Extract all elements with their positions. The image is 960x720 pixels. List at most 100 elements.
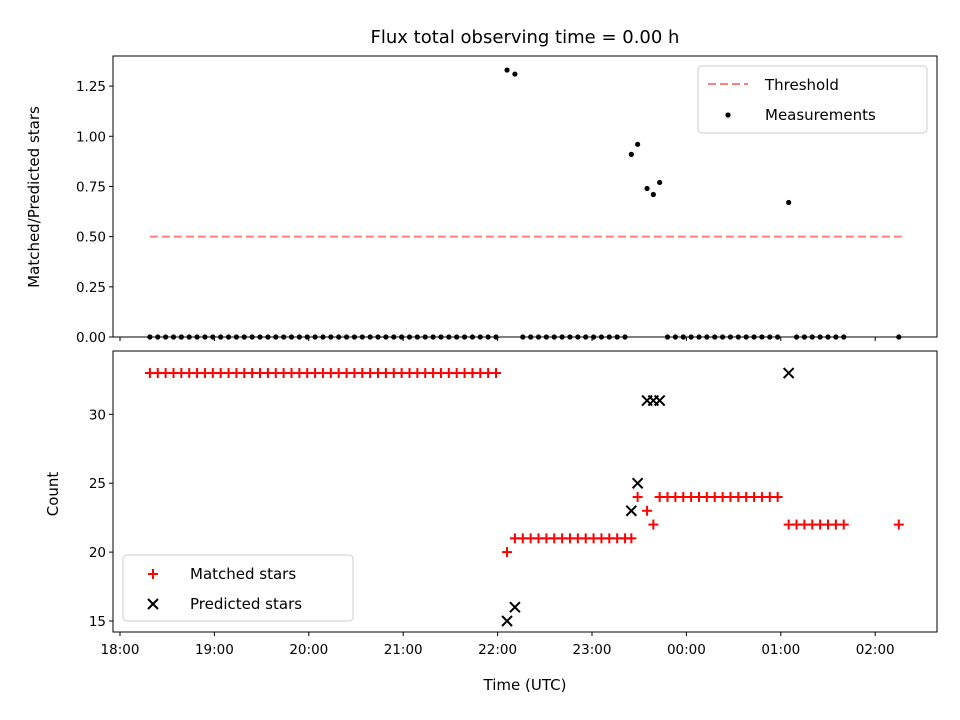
predicted-star-point xyxy=(631,477,644,489)
measurement-point xyxy=(399,334,405,340)
measurement-point xyxy=(696,334,702,340)
x-axis-label: Time (UTC) xyxy=(483,676,567,694)
y-tick-label: 1.25 xyxy=(76,79,106,95)
measurement-point xyxy=(265,334,271,340)
measurement-point xyxy=(438,334,444,340)
legend-frame xyxy=(122,554,354,622)
cross-stroke-b xyxy=(631,477,644,489)
cross-stroke-b xyxy=(653,394,666,407)
y-tick-label: 0.75 xyxy=(76,179,106,195)
legend-bottom: Matched stars Predicted stars xyxy=(122,554,354,622)
measurement-point xyxy=(751,334,757,340)
measurement-point xyxy=(163,334,169,340)
measurement-point xyxy=(155,334,161,340)
measurement-point xyxy=(422,334,428,340)
measurement-point xyxy=(296,334,302,340)
measurement-point xyxy=(712,334,718,340)
measurement-point xyxy=(469,334,476,340)
legend-predicted-swatch xyxy=(147,598,159,610)
measurement-point xyxy=(367,334,373,340)
measurement-point xyxy=(249,334,255,340)
measurement-point xyxy=(414,334,420,340)
y-axis-label-bottom: Count xyxy=(44,472,62,517)
measurement-point xyxy=(793,334,800,340)
measurement-point xyxy=(680,334,686,340)
measurement-point xyxy=(735,334,741,340)
matched-star-point xyxy=(632,492,643,503)
y-tick-label: 20 xyxy=(89,545,106,561)
measurement-point xyxy=(575,334,581,340)
measurement-point xyxy=(520,334,526,340)
measurement-point xyxy=(628,151,634,157)
measurement-point xyxy=(383,334,389,340)
measurement-point xyxy=(304,334,310,340)
y-tick-label: 0.50 xyxy=(76,230,106,246)
legend-label-predicted: Predicted stars xyxy=(190,595,302,613)
measurement-point xyxy=(622,334,628,340)
legend-label-measurements: Measurements xyxy=(765,106,876,124)
measurement-point xyxy=(598,334,605,340)
measurement-point xyxy=(446,334,452,340)
measurement-point xyxy=(512,71,518,77)
measurement-point xyxy=(759,334,765,340)
measurement-point xyxy=(406,334,413,340)
measurement-point xyxy=(567,334,573,340)
measurement-point xyxy=(775,334,781,340)
matched-star-point xyxy=(626,533,637,544)
measurement-point xyxy=(454,334,460,340)
measurement-point xyxy=(551,334,557,340)
cross-stroke-b xyxy=(782,367,795,379)
measurement-point xyxy=(375,334,381,340)
predicted-star-point xyxy=(782,367,795,379)
measurement-point xyxy=(590,334,597,340)
y-tick-label: 30 xyxy=(89,407,106,423)
measurement-point xyxy=(833,334,839,340)
cross-stroke-b xyxy=(625,505,638,517)
legend-label-matched: Matched stars xyxy=(190,565,296,583)
measurement-point xyxy=(336,334,342,340)
measurement-point xyxy=(241,334,247,340)
measurement-point xyxy=(767,334,773,340)
x-tick-label: 19:00 xyxy=(195,642,234,658)
cross-stroke-b xyxy=(509,601,521,613)
measurement-point xyxy=(704,334,710,340)
measurement-point xyxy=(312,334,318,340)
measurement-point xyxy=(504,67,510,73)
legend-frame xyxy=(697,65,928,134)
x-tick-label: 21:00 xyxy=(384,642,423,658)
predicted-star-point xyxy=(501,615,513,627)
measurement-point xyxy=(825,334,831,340)
predicted-star-point xyxy=(625,505,638,517)
x-tick-label: 20:00 xyxy=(289,642,328,658)
measurement-point xyxy=(672,334,678,340)
measurement-point xyxy=(786,199,792,206)
x-tick-label: 00:00 xyxy=(667,642,706,658)
x-tick-label: 18:00 xyxy=(101,642,140,658)
measurement-point xyxy=(817,334,823,340)
measurement-point xyxy=(493,334,499,340)
x-tick-label: 02:00 xyxy=(856,642,895,658)
cross-stroke-b xyxy=(501,615,513,627)
measurement-point xyxy=(170,334,177,340)
y-tick-label: 15 xyxy=(89,614,106,630)
predicted-star-point xyxy=(653,394,666,407)
matched-star-point xyxy=(772,492,783,503)
measurement-point xyxy=(614,334,620,340)
measurement-point xyxy=(528,334,534,340)
measurement-point xyxy=(186,334,192,340)
measurement-point xyxy=(535,334,542,340)
matched-star-point xyxy=(642,505,653,516)
matched-star-point xyxy=(838,519,849,530)
y-tick-label: 1.00 xyxy=(76,129,106,145)
predicted-star-point xyxy=(509,601,521,613)
measurement-point xyxy=(635,141,641,147)
measurement-point xyxy=(359,334,365,340)
measurement-point xyxy=(657,179,663,186)
matched-star-point xyxy=(502,547,513,558)
measurement-point xyxy=(218,334,224,340)
measurement-point xyxy=(664,334,671,340)
measurement-point xyxy=(841,334,847,340)
plot-layer: 0.00 0.25 0.50 0.75 1.00 1.25 15 20 25 30 18:00 19:… xyxy=(76,55,938,658)
